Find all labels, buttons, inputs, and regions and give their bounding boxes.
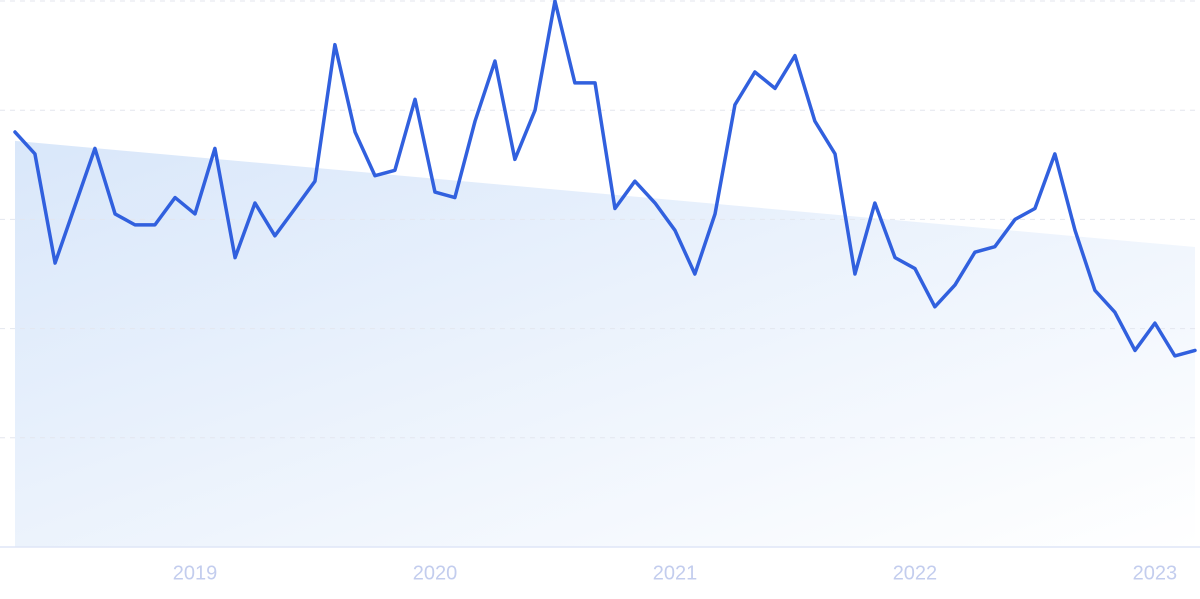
trend-area xyxy=(15,140,1195,548)
x-tick-label: 2022 xyxy=(893,562,938,584)
x-tick-label: 2019 xyxy=(173,562,218,584)
x-tick-label: 2021 xyxy=(653,562,698,584)
data-line xyxy=(13,0,1197,358)
x-tick-label: 2023 xyxy=(1133,562,1178,584)
x-tick-label: 2020 xyxy=(413,562,458,584)
